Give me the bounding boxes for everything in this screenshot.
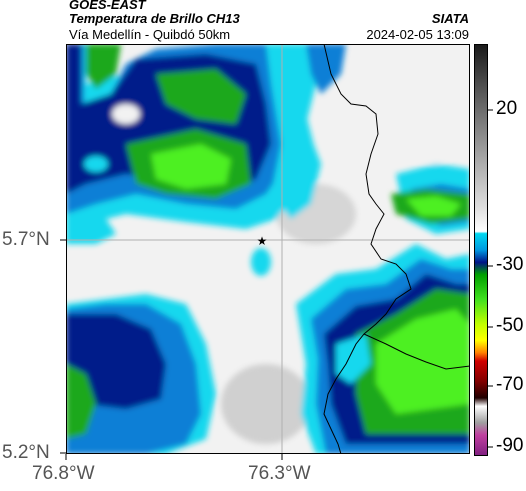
- colorbar-ticks: [488, 109, 493, 448]
- colorbar-tick-label: 20: [496, 98, 518, 119]
- lon-tick-label: 76.8°W: [32, 463, 95, 484]
- dark-blue-region: [66, 314, 166, 409]
- cyan-patch: [251, 248, 271, 276]
- lat-tick-label: 5.7°N: [2, 229, 50, 250]
- cloud-field-white: [366, 64, 470, 164]
- colorbar: [474, 44, 488, 456]
- colorbar-tick-label: -90: [496, 435, 524, 456]
- cyan-region: [336, 334, 371, 384]
- coastline: [323, 44, 412, 454]
- clear-patch: [112, 104, 140, 124]
- border-line: [363, 333, 470, 370]
- product-title: Temperatura de Brillo CH13: [69, 11, 240, 26]
- datetime-label: 2024-02-05 13:09: [366, 27, 469, 42]
- satellite-imagery: ★: [66, 44, 470, 454]
- green-region: [66, 364, 96, 439]
- lon-tick-label: 76.3°W: [248, 463, 311, 484]
- cyan-patch: [84, 156, 108, 172]
- colorbar-tick-label: -30: [496, 254, 524, 275]
- station-marker-icon[interactable]: ★: [257, 234, 268, 248]
- green-region: [86, 44, 121, 89]
- map-border: [66, 44, 470, 454]
- bright-green-region: [151, 144, 231, 189]
- blue-region: [306, 44, 346, 94]
- colorbar-tick-label: -70: [496, 374, 524, 395]
- colorbar-tick-label: -50: [496, 315, 524, 336]
- grey-cloud-patch: [221, 364, 311, 444]
- green-region: [156, 69, 246, 124]
- cyan-region: [266, 44, 326, 219]
- org-label: SIATA: [431, 11, 469, 26]
- satellite-map[interactable]: ★: [66, 44, 470, 454]
- bright-green-region: [376, 309, 470, 414]
- bright-green-region: [406, 196, 461, 216]
- route-subtitle: Vía Medellín - Quibdó 50km: [69, 27, 231, 42]
- cyan-region: [66, 219, 116, 244]
- satellite-title: GOES-EAST: [69, 0, 146, 12]
- lat-tick-label: 5.2°N: [2, 442, 50, 463]
